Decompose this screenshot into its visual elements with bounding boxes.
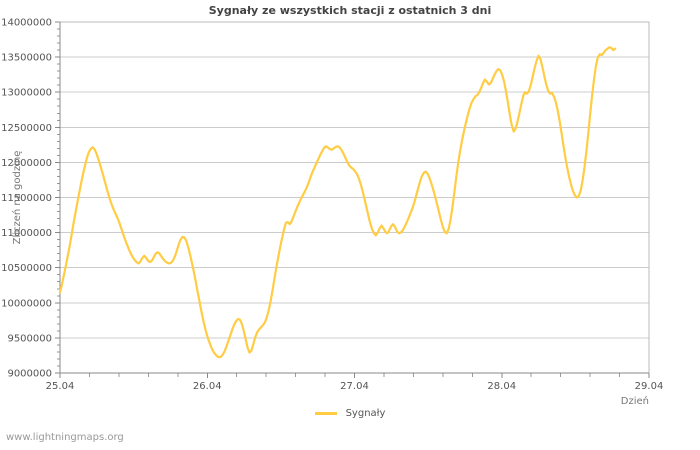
axis-ticks-group (55, 21, 650, 378)
y-tick-label: 9500000 (7, 333, 52, 344)
x-tick-label: 25.04 (46, 381, 75, 392)
x-tick-label: 27.04 (340, 381, 369, 392)
chart-title: Sygnały ze wszystkich stacji z ostatnich… (208, 4, 492, 17)
legend-swatch-sygnaly (314, 412, 337, 415)
y-tick-label: 10000000 (1, 298, 52, 309)
y-tick-label: 11500000 (1, 193, 52, 204)
x-tick-labels-group: 25.04 26.04 27.04 28.04 29.04 (46, 381, 664, 392)
y-tick-label: 13000000 (1, 88, 52, 99)
axis-titles-group: Zliczeń na godzinę Dzień (11, 151, 649, 407)
axis-lines-group (59, 21, 650, 374)
y-axis-title: Zliczeń na godzinę (11, 151, 23, 245)
y-tick-label: 10500000 (1, 263, 52, 274)
y-tick-label: 11000000 (1, 228, 52, 239)
y-tick-label: 14000000 (1, 18, 52, 29)
y-tick-label: 13500000 (1, 53, 52, 64)
legend-label-sygnaly: Sygnały (345, 408, 386, 419)
watermark-text: www.lightningmaps.org (6, 432, 124, 443)
y-tick-label: 9000000 (7, 369, 52, 380)
x-axis-title: Dzień (621, 395, 649, 407)
y-tick-label: 12500000 (1, 123, 52, 134)
x-tick-label: 29.04 (635, 381, 664, 392)
series-line-Sygnały (58, 46, 617, 359)
gridlines-group (60, 21, 649, 374)
x-tick-label: 26.04 (193, 381, 222, 392)
x-tick-label: 28.04 (487, 381, 516, 392)
data-series-group (58, 46, 617, 359)
chart-legend: Sygnały (0, 408, 700, 419)
y-tick-label: 12000000 (1, 158, 52, 169)
y-tick-labels-group: 9000000 9500000 10000000 10500000 11000000 11… (1, 18, 52, 380)
